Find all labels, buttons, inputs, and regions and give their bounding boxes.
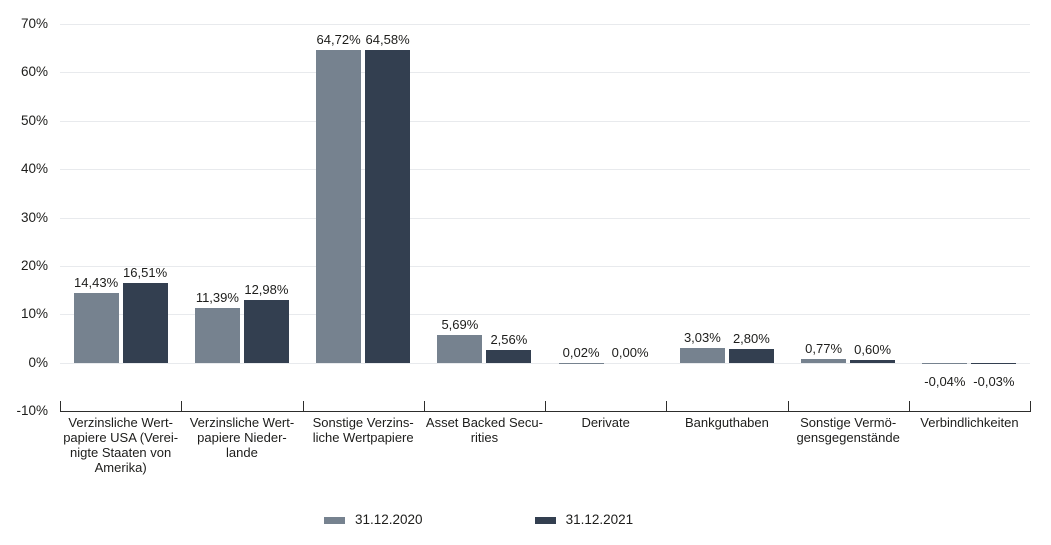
x-axis-tick xyxy=(545,401,546,411)
y-axis-tick-label: 0% xyxy=(28,355,48,370)
value-label-31.12.2021-cat4: 0,00% xyxy=(611,344,649,360)
bar-31.12.2020-cat5 xyxy=(679,348,725,363)
x-axis-tick xyxy=(60,401,61,411)
y-axis-tick-label: 20% xyxy=(20,258,48,273)
x-axis-tick xyxy=(1030,401,1031,411)
x-axis-tick xyxy=(909,401,910,411)
legend-swatch-2020 xyxy=(324,516,345,524)
value-label-31.12.2020-cat7: -0,04% xyxy=(924,373,966,389)
x-axis-category-label: Sonstige Vermö- gensgegenstände xyxy=(796,415,900,445)
legend-swatch-2021 xyxy=(534,516,556,524)
value-label-31.12.2021-cat2: 64,58% xyxy=(365,32,410,48)
y-axis-tick-label: 60% xyxy=(20,64,48,79)
gridline-70 xyxy=(60,24,1030,25)
value-label-31.12.2021-cat3: 2,56% xyxy=(490,332,528,348)
gridline-10 xyxy=(60,314,1030,315)
gridline-50 xyxy=(60,121,1030,122)
x-axis-category-label: Verzinsliche Wert- papiere USA (Verei- n… xyxy=(63,415,179,475)
x-axis-category-label: Derivate xyxy=(581,415,630,430)
y-axis-tick-label: 40% xyxy=(20,161,48,176)
y-axis-tick-label: -10% xyxy=(16,403,48,418)
value-label-31.12.2021-cat5: 2,80% xyxy=(732,331,770,347)
value-label-31.12.2020-cat2: 64,72% xyxy=(316,31,361,47)
value-label-31.12.2020-cat5: 3,03% xyxy=(683,330,721,345)
y-axis-tick-label: 10% xyxy=(20,306,48,321)
value-label-31.12.2021-cat1: 12,98% xyxy=(244,281,289,297)
gridline-40 xyxy=(60,169,1030,170)
bar-31.12.2020-cat3 xyxy=(437,335,483,363)
bar-31.12.2020-cat2 xyxy=(316,49,362,363)
x-axis-category-label: Verzinsliche Wert- papiere Nieder- lande xyxy=(189,415,295,460)
y-axis-tick-label: 30% xyxy=(20,210,48,225)
x-axis-category-label: Sonstige Verzins- liche Wertpapiere xyxy=(312,415,414,445)
x-axis-tick xyxy=(666,401,667,411)
y-axis-tick-label: 70% xyxy=(20,16,48,31)
value-label-31.12.2021-cat7: -0,03% xyxy=(973,373,1015,389)
x-axis-category-label: Bankguthaben xyxy=(685,415,769,430)
y-axis-tick-label: 50% xyxy=(20,113,48,128)
gridline-60 xyxy=(60,72,1030,73)
bar-31.12.2020-cat0 xyxy=(73,292,119,363)
value-label-31.12.2020-cat6: 0,77% xyxy=(805,340,843,356)
gridline-30 xyxy=(60,218,1030,219)
gridline-20 xyxy=(60,266,1030,267)
gridline-0 xyxy=(60,363,1030,364)
legend-item-2020: 31.12.2020 xyxy=(324,512,423,528)
bar-31.12.2021-cat2 xyxy=(365,50,411,363)
bar-31.12.2021-cat6 xyxy=(850,359,896,363)
value-label-31.12.2020-cat3: 5,69% xyxy=(441,317,479,333)
x-axis-category-label: Asset Backed Secu- rities xyxy=(425,415,543,445)
legend-label-2021: 31.12.2021 xyxy=(565,512,634,527)
x-axis-tick xyxy=(424,401,425,411)
bar-31.12.2021-cat3 xyxy=(486,350,532,363)
x-axis-tick xyxy=(181,401,182,411)
legend-label-2020: 31.12.2020 xyxy=(355,512,423,527)
x-axis-tick xyxy=(303,401,304,411)
x-axis-category-label: Verbindlichkeiten xyxy=(920,415,1019,430)
value-label-31.12.2021-cat0: 16,51% xyxy=(123,264,168,280)
bar-31.12.2020-cat1 xyxy=(194,307,240,363)
bar-31.12.2021-cat0 xyxy=(122,282,168,363)
value-label-31.12.2021-cat6: 0,60% xyxy=(854,341,892,357)
bar-31.12.2021-cat1 xyxy=(243,299,289,363)
legend-item-2021: 31.12.2021 xyxy=(534,512,634,528)
bar-31.12.2020-cat6 xyxy=(801,358,847,363)
x-axis-line xyxy=(60,411,1031,412)
bar-31.12.2021-cat5 xyxy=(728,349,774,363)
value-label-31.12.2020-cat1: 11,39% xyxy=(195,289,239,305)
x-axis-tick xyxy=(788,401,789,411)
value-label-31.12.2020-cat4: 0,02% xyxy=(562,344,600,360)
value-label-31.12.2020-cat0: 14,43% xyxy=(74,274,119,290)
chart-legend: 31.12.2020 31.12.2021 xyxy=(324,510,633,530)
